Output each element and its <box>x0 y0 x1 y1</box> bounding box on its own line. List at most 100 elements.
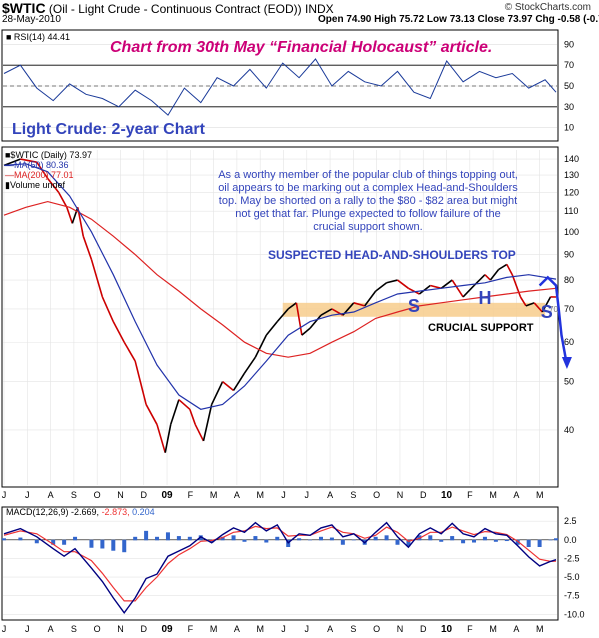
ma50-line <box>3 163 557 410</box>
macd-histogram-bar <box>253 536 258 541</box>
price-segment <box>375 282 388 292</box>
macd-histogram-bar <box>406 539 411 547</box>
price-segment <box>364 290 377 307</box>
price-segment <box>194 424 205 442</box>
macd-histogram-bar <box>73 536 78 541</box>
price-segment <box>222 381 235 392</box>
price-segment <box>20 158 37 163</box>
price-segment <box>541 296 552 313</box>
month-tick-label: M <box>210 490 218 500</box>
price-segment <box>101 296 115 322</box>
macd-legend-part: -2.669, <box>71 507 102 517</box>
macd-histogram-bar <box>351 539 356 541</box>
month-tick-label: J <box>2 624 7 634</box>
month-tick-label: M <box>210 624 218 634</box>
month-tick-label: A <box>327 490 333 500</box>
month-tick-label: N <box>397 490 404 500</box>
macd-histogram-bar <box>384 535 389 541</box>
price-segment <box>202 404 213 442</box>
price-segment <box>451 279 464 298</box>
price-segment <box>134 360 147 405</box>
price-segment <box>440 279 453 289</box>
month-tick-label: J <box>25 624 30 634</box>
macd-signal-line <box>3 525 557 602</box>
rsi-tick-label: 30 <box>564 102 574 112</box>
macd-histogram-bar <box>537 539 542 547</box>
price-legend-item: —MA(200) 77.01 <box>5 170 74 180</box>
month-tick-label: J <box>305 624 310 634</box>
month-tick-label: J <box>281 490 286 500</box>
price-segment <box>189 409 197 425</box>
price-segment <box>210 381 224 405</box>
month-tick-label: D <box>140 624 147 634</box>
macd-tick-label: -2.5 <box>564 553 580 563</box>
commentary-line: not get that far. Plunge expected to fol… <box>235 208 500 220</box>
chart-subtitle: Light Crude: 2-year Chart <box>12 121 206 138</box>
price-legend-item: ■$WTIC (Daily) 73.97 <box>5 150 92 160</box>
support-label: CRUCIAL SUPPORT <box>428 322 534 334</box>
price-segment <box>3 158 21 167</box>
month-tick-label: N <box>397 624 404 634</box>
month-tick-label: M <box>489 490 497 500</box>
symbol: $WTIC <box>2 0 46 16</box>
macd-histogram-bar <box>242 539 247 542</box>
macd-histogram-bar <box>144 530 149 541</box>
macd-tick-label: 0.0 <box>564 535 577 545</box>
macd-histogram-bar <box>472 539 477 543</box>
price-segment <box>254 334 268 358</box>
macd-histogram-bar <box>62 539 67 545</box>
price-segment <box>386 279 398 284</box>
macd-histogram-bar <box>165 532 170 541</box>
price-segment <box>156 424 166 453</box>
macd-legend: MACD(12,26,9) -2.669, -2.873, 0.204 <box>6 507 155 517</box>
price-tick-label: 110 <box>564 206 578 216</box>
month-tick-label: O <box>94 490 101 500</box>
price-segment <box>489 269 500 281</box>
month-tick-label: N <box>117 624 124 634</box>
price-segment <box>276 308 289 323</box>
rsi-legend: ■ RSI(14) 44.41 <box>6 32 70 42</box>
month-tick-label: J <box>2 490 7 500</box>
macd-histogram-bar <box>493 539 498 542</box>
macd-histogram-bar <box>155 536 160 541</box>
price-segment <box>498 263 508 271</box>
price-segment <box>145 404 158 425</box>
macd-histogram-bar <box>133 536 138 541</box>
month-tick-label: A <box>234 490 240 500</box>
price-segment <box>169 399 180 425</box>
projection-arrowhead <box>561 357 572 370</box>
hs-label: S <box>408 296 420 316</box>
price-segment <box>525 302 535 307</box>
price-segment <box>320 308 333 316</box>
price-segment <box>408 287 420 295</box>
month-tick-label: 10 <box>441 624 453 635</box>
macd-histogram-bar <box>329 537 334 541</box>
support-level-tag: 70 <box>549 305 558 314</box>
month-tick-label: D <box>140 490 147 500</box>
commentary-line: oil appears to be marking out a complex … <box>218 182 518 194</box>
macd-histogram-bar <box>111 539 116 551</box>
macd-histogram-bar <box>548 539 553 541</box>
price-segment <box>232 372 246 391</box>
macd-histogram-bar <box>275 536 280 541</box>
month-tick-label: S <box>71 624 77 634</box>
macd-histogram-bar <box>51 539 56 545</box>
month-tick-label: D <box>420 490 427 500</box>
price-tick-label: 60 <box>564 337 574 347</box>
macd-histogram-bar <box>264 539 269 543</box>
price-segment <box>82 235 93 260</box>
month-tick-label: 09 <box>161 624 173 635</box>
chart-header-title: $WTIC (Oil - Light Crude - Continuous Co… <box>2 0 334 16</box>
month-tick-label: F <box>467 490 473 500</box>
macd-histogram-bar <box>220 536 225 541</box>
price-tick-label: 80 <box>564 275 574 285</box>
macd-histogram-bar <box>526 539 531 547</box>
month-tick-label: A <box>48 490 54 500</box>
projection-arrow-line <box>538 275 569 366</box>
price-segment <box>57 192 68 208</box>
price-segment <box>484 274 491 281</box>
month-tick-label: J <box>281 624 286 634</box>
macd-tick-label: 2.5 <box>564 516 577 526</box>
rsi-tick-label: 90 <box>564 39 574 49</box>
